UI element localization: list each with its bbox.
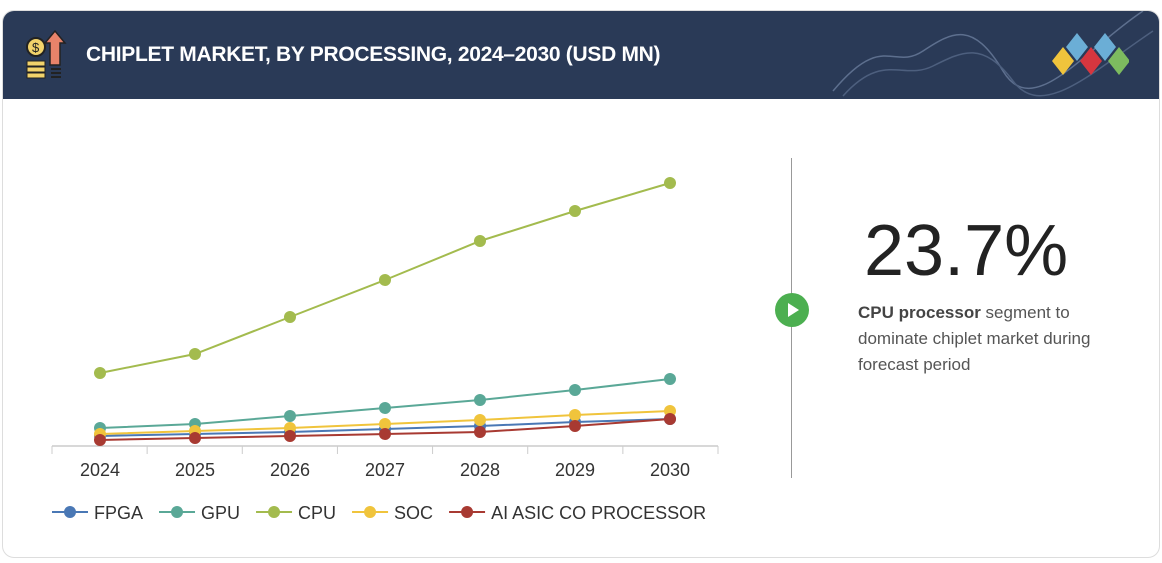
legend-marker xyxy=(364,506,377,518)
data-point xyxy=(379,428,391,440)
x-tick-label: 2024 xyxy=(80,460,120,480)
data-point xyxy=(474,426,486,438)
svg-text:$: $ xyxy=(32,40,40,55)
money-growth-icon: $ xyxy=(26,29,67,79)
highlight-description: CPU processor segment to dominate chiple… xyxy=(858,300,1128,378)
data-point xyxy=(569,409,581,421)
data-point xyxy=(284,430,296,442)
header-decoration xyxy=(832,11,1154,97)
data-point xyxy=(189,348,201,360)
x-tick-label: 2029 xyxy=(555,460,595,480)
data-point xyxy=(569,384,581,396)
data-point xyxy=(664,373,676,385)
highlight-text: segment to dominate chiplet market durin… xyxy=(858,303,1091,374)
data-point xyxy=(474,394,486,406)
data-point xyxy=(569,205,581,217)
x-tick-label: 2027 xyxy=(365,460,405,480)
line-chart: 2024 2025 2026 2027 2028 2029 2030 FPGA GPU CPU SO… xyxy=(51,177,719,523)
play-icon[interactable] xyxy=(775,293,809,327)
legend-marker xyxy=(171,506,184,518)
data-point xyxy=(664,413,676,425)
legend-label: SOC xyxy=(394,503,433,523)
chart-title: CHIPLET MARKET, BY PROCESSING, 2024–2030… xyxy=(86,43,661,66)
legend-label: FPGA xyxy=(94,503,143,523)
data-point xyxy=(474,414,486,426)
data-point xyxy=(474,235,486,247)
legend-marker xyxy=(64,506,76,518)
cagr-value: 23.7% xyxy=(864,211,1069,291)
legend-label: AI ASIC CO PROCESSOR xyxy=(491,503,706,523)
data-point xyxy=(94,367,106,379)
legend-marker xyxy=(461,506,474,518)
x-tick-label: 2026 xyxy=(270,460,310,480)
highlight-bold: CPU processor xyxy=(858,303,981,322)
data-point xyxy=(189,432,201,444)
data-point xyxy=(284,311,296,323)
data-point xyxy=(379,274,391,286)
card: $ CHIPLET MARKET, BY PROCESSING, 2024–20… xyxy=(2,10,1160,558)
data-point xyxy=(379,402,391,414)
data-point xyxy=(664,177,676,189)
colored-diamonds-logo xyxy=(1052,33,1129,75)
data-point xyxy=(379,418,391,430)
x-tick-label: 2028 xyxy=(460,460,500,480)
legend-label: GPU xyxy=(201,503,240,523)
legend-marker xyxy=(268,506,281,518)
data-point xyxy=(94,434,106,446)
data-point xyxy=(284,410,296,422)
x-tick-label: 2025 xyxy=(175,460,215,480)
header: $ CHIPLET MARKET, BY PROCESSING, 2024–20… xyxy=(3,11,1159,99)
data-point xyxy=(569,420,581,432)
legend-label: CPU xyxy=(298,503,336,523)
x-tick-label: 2030 xyxy=(650,460,690,480)
